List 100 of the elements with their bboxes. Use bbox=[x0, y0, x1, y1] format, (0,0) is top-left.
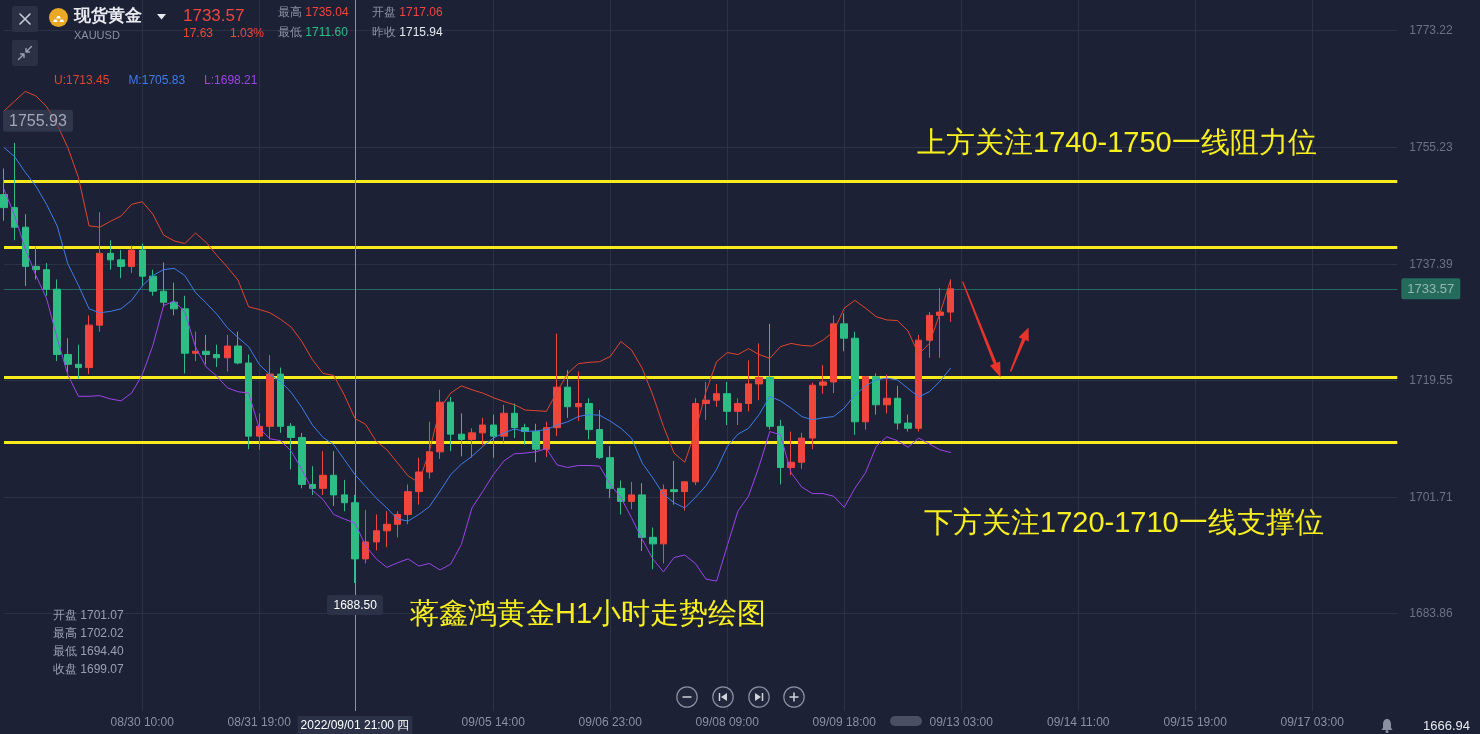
y-tick-label: 1683.86 bbox=[1409, 606, 1453, 621]
candlestick bbox=[373, 513, 380, 551]
x-tick-label: 09/09 18:00 bbox=[812, 715, 877, 729]
candlestick bbox=[575, 371, 582, 422]
ref-line-label: 1733.57 bbox=[1407, 281, 1455, 297]
candlestick bbox=[43, 262, 50, 297]
annotation: 1755.93 bbox=[3, 109, 73, 133]
chart-title: 现货黄金 bbox=[74, 6, 142, 26]
candlestick bbox=[926, 311, 933, 359]
candlestick bbox=[245, 354, 252, 450]
y-tick-label: 1737.39 bbox=[1409, 256, 1453, 271]
candlestick bbox=[862, 375, 869, 431]
annotation: 最低 1694.40 bbox=[53, 644, 124, 659]
candlestick bbox=[638, 482, 646, 552]
annotation: 上方关注1740-1750一线阻力位 bbox=[917, 126, 1317, 160]
candlestick bbox=[96, 211, 103, 333]
candlestick bbox=[192, 331, 199, 362]
candlestick bbox=[458, 412, 465, 457]
candlestick bbox=[713, 383, 720, 408]
candlestick bbox=[798, 432, 805, 470]
annotation: 最低 1711.60 bbox=[278, 25, 348, 40]
candlestick bbox=[468, 427, 476, 459]
annotation: 下方关注1720-1710一线支撑位 bbox=[924, 506, 1324, 540]
candlestick bbox=[553, 333, 561, 437]
candlestick bbox=[915, 334, 922, 433]
candlestick bbox=[202, 334, 210, 365]
candlestick bbox=[851, 331, 859, 436]
annotation: 开盘 1717.06 bbox=[372, 5, 443, 20]
candlestick bbox=[734, 397, 742, 426]
candlestick bbox=[840, 312, 848, 352]
candlestick bbox=[872, 372, 880, 416]
candlestick bbox=[32, 246, 40, 280]
candlestick bbox=[224, 334, 231, 372]
annotation: 开盘 1701.07 bbox=[53, 608, 124, 623]
candlestick bbox=[723, 381, 731, 426]
series-label: U:1713.45 bbox=[54, 73, 110, 87]
candlestick bbox=[670, 460, 678, 506]
annotation: 1.03% bbox=[230, 26, 265, 41]
x-tick-label: 09/05 14:00 bbox=[461, 715, 526, 729]
candlestick bbox=[894, 385, 901, 431]
candlestick bbox=[660, 483, 667, 564]
candlestick bbox=[819, 364, 827, 395]
candlestick bbox=[234, 331, 242, 365]
candlestick bbox=[596, 409, 603, 460]
candlestick bbox=[22, 213, 29, 287]
candlestick bbox=[75, 344, 82, 380]
candlestick bbox=[351, 494, 359, 584]
candlestick bbox=[777, 419, 784, 485]
y-tick-label: 1701.71 bbox=[1409, 489, 1453, 504]
annotation: 最高 1702.02 bbox=[53, 626, 124, 641]
candlestick bbox=[426, 421, 433, 480]
line-series bbox=[3, 188, 952, 582]
annotation: 1733.57 bbox=[183, 6, 245, 26]
candlestick bbox=[787, 431, 795, 476]
x-tick-label: 09/15 19:00 bbox=[1163, 715, 1228, 729]
candlestick bbox=[809, 382, 816, 450]
candlestick bbox=[904, 414, 912, 433]
x-tick-label: 08/30 10:00 bbox=[110, 715, 175, 729]
candlestick bbox=[341, 479, 348, 512]
candlestick bbox=[617, 480, 625, 515]
candlestick bbox=[436, 389, 444, 460]
candlestick bbox=[702, 381, 710, 421]
candlestick bbox=[585, 397, 593, 440]
candlestick bbox=[479, 417, 486, 446]
candlestick bbox=[85, 314, 93, 375]
x-tick-label: 09/06 23:00 bbox=[578, 715, 643, 729]
text: 1666.94 bbox=[1423, 717, 1470, 734]
candlestick bbox=[362, 509, 369, 564]
candlestick bbox=[298, 432, 306, 489]
candlestick bbox=[681, 480, 688, 512]
candlestick bbox=[0, 167, 8, 222]
candlestick bbox=[266, 354, 274, 440]
candlestick bbox=[139, 243, 146, 287]
text: L:1698.21 bbox=[204, 73, 258, 87]
annotation: 1688.50 bbox=[327, 595, 383, 616]
candlestick bbox=[383, 510, 391, 548]
candlestick bbox=[107, 239, 114, 271]
y-tick-label: 1755.23 bbox=[1409, 140, 1453, 155]
candlestick bbox=[404, 483, 412, 525]
candlestick bbox=[511, 402, 518, 439]
x-tick-label: 09/08 09:00 bbox=[695, 715, 760, 729]
annotation: 蒋鑫鸿黄金H1小时走势绘图 bbox=[410, 597, 767, 631]
candlestick bbox=[160, 261, 167, 308]
candlestick bbox=[745, 359, 752, 412]
candlestick bbox=[766, 323, 774, 431]
x-tick-label: 09/13 03:00 bbox=[929, 715, 994, 729]
candlestick bbox=[936, 287, 944, 359]
candlestick bbox=[532, 423, 540, 463]
candlestick bbox=[606, 445, 614, 499]
candlestick bbox=[330, 450, 337, 507]
candlestick bbox=[213, 344, 220, 368]
candlestick bbox=[543, 421, 550, 458]
candlestick bbox=[53, 278, 61, 362]
candlestick bbox=[277, 367, 284, 434]
x-tick-label: 2022/09/01 21:00 四 bbox=[300, 718, 410, 732]
candlestick bbox=[128, 244, 135, 274]
candlestick bbox=[117, 249, 125, 279]
candlestick bbox=[649, 527, 657, 570]
candlestick bbox=[256, 412, 263, 451]
candlestick bbox=[755, 342, 763, 401]
